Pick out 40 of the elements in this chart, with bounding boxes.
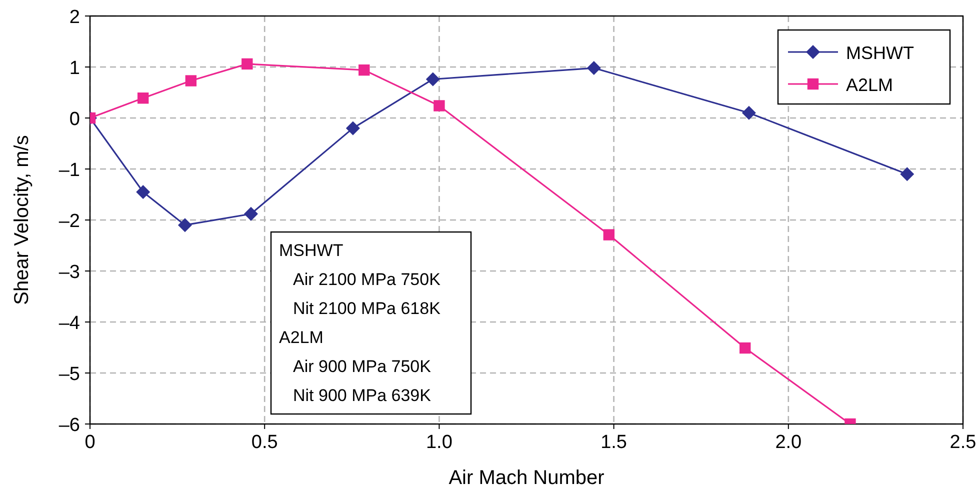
x-tick-label: 0.5: [251, 432, 278, 453]
y-tick-label: 0: [69, 109, 80, 130]
y-tick-label: –4: [58, 313, 80, 334]
legend-label: A2LM: [846, 75, 894, 95]
point: [434, 100, 445, 112]
x-tick-label: 2.5: [950, 432, 976, 453]
annotation: Air 900 MPa 750K: [293, 357, 432, 376]
point: [137, 92, 149, 104]
x-axis-title: Air Mach Number: [448, 467, 605, 489]
x-tick-label: 1.0: [426, 432, 452, 453]
legend-label: MSHWT: [846, 43, 914, 63]
point: [586, 61, 601, 76]
point: [346, 121, 360, 136]
point: [136, 184, 150, 199]
point: [603, 229, 615, 240]
point: [358, 64, 370, 76]
x-tick-label: 0: [84, 432, 96, 453]
annotation: MSHWT: [279, 241, 344, 260]
y-tick-label: –2: [58, 211, 80, 232]
y-tick-label: 1: [69, 58, 80, 79]
y-tick-label: –3: [58, 262, 80, 283]
annotation: Air 2100 MPa 750K: [293, 270, 442, 289]
x-tick-label: 2.0: [775, 432, 802, 453]
point: [900, 167, 914, 182]
point: [740, 342, 751, 354]
point: [178, 218, 192, 232]
point: [185, 75, 197, 86]
annotation: Nit 2100 MPa 618K: [293, 299, 442, 318]
annotation: Nit 900 MPa 639K: [293, 386, 432, 405]
y-axis-title: Shear Velocity, m/s: [11, 135, 33, 305]
point: [426, 72, 440, 86]
y-tick-label: –6: [58, 415, 80, 436]
annotation: A2LM: [279, 328, 324, 347]
y-tick-label: –5: [58, 364, 80, 385]
x-tick-label: 1.5: [600, 432, 628, 453]
y-tick-label: 2: [69, 7, 80, 28]
point: [242, 58, 253, 70]
point: [244, 206, 258, 221]
y-tick-label: –1: [58, 160, 80, 181]
point: [742, 106, 756, 120]
